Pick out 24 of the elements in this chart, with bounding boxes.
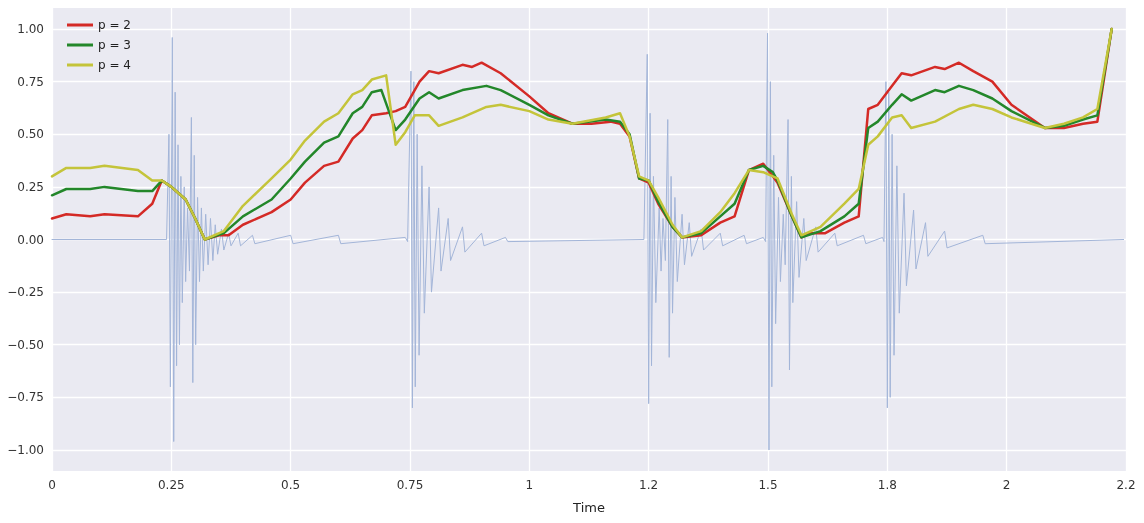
x-tick-label: 1.8: [877, 478, 897, 492]
x-axis-title: Time: [572, 500, 605, 515]
y-tick-label: −0.75: [7, 390, 44, 405]
line-series: [51, 32, 1125, 451]
y-tick-label: 0.75: [17, 74, 44, 89]
x-tick-label: 2: [1002, 478, 1011, 492]
y-tick-label: −0.25: [7, 285, 44, 300]
y-tick-label: −1.00: [7, 442, 44, 457]
legend-label: p = 2: [98, 18, 131, 32]
y-tick-label: 0.25: [17, 179, 44, 194]
y-tick-label: 0.00: [17, 232, 44, 247]
x-tick-label: 2.2: [1116, 478, 1136, 492]
x-tick-label: 1.2: [639, 478, 659, 492]
y-tick-label: 0.50: [17, 127, 44, 142]
y-tick-label: 1.00: [17, 22, 44, 37]
x-tick-label: 1.5: [758, 478, 778, 492]
legend-label: p = 3: [98, 38, 131, 52]
x-tick-label: 0.75: [396, 478, 424, 492]
x-tick-label: 0.5: [281, 478, 301, 492]
y-tick-label: −0.50: [7, 337, 44, 352]
x-tick-label: 1: [525, 478, 534, 492]
legend-label: p = 4: [98, 58, 131, 72]
x-tick-label: 0.25: [157, 478, 185, 492]
x-tick-label: 0: [48, 478, 56, 492]
